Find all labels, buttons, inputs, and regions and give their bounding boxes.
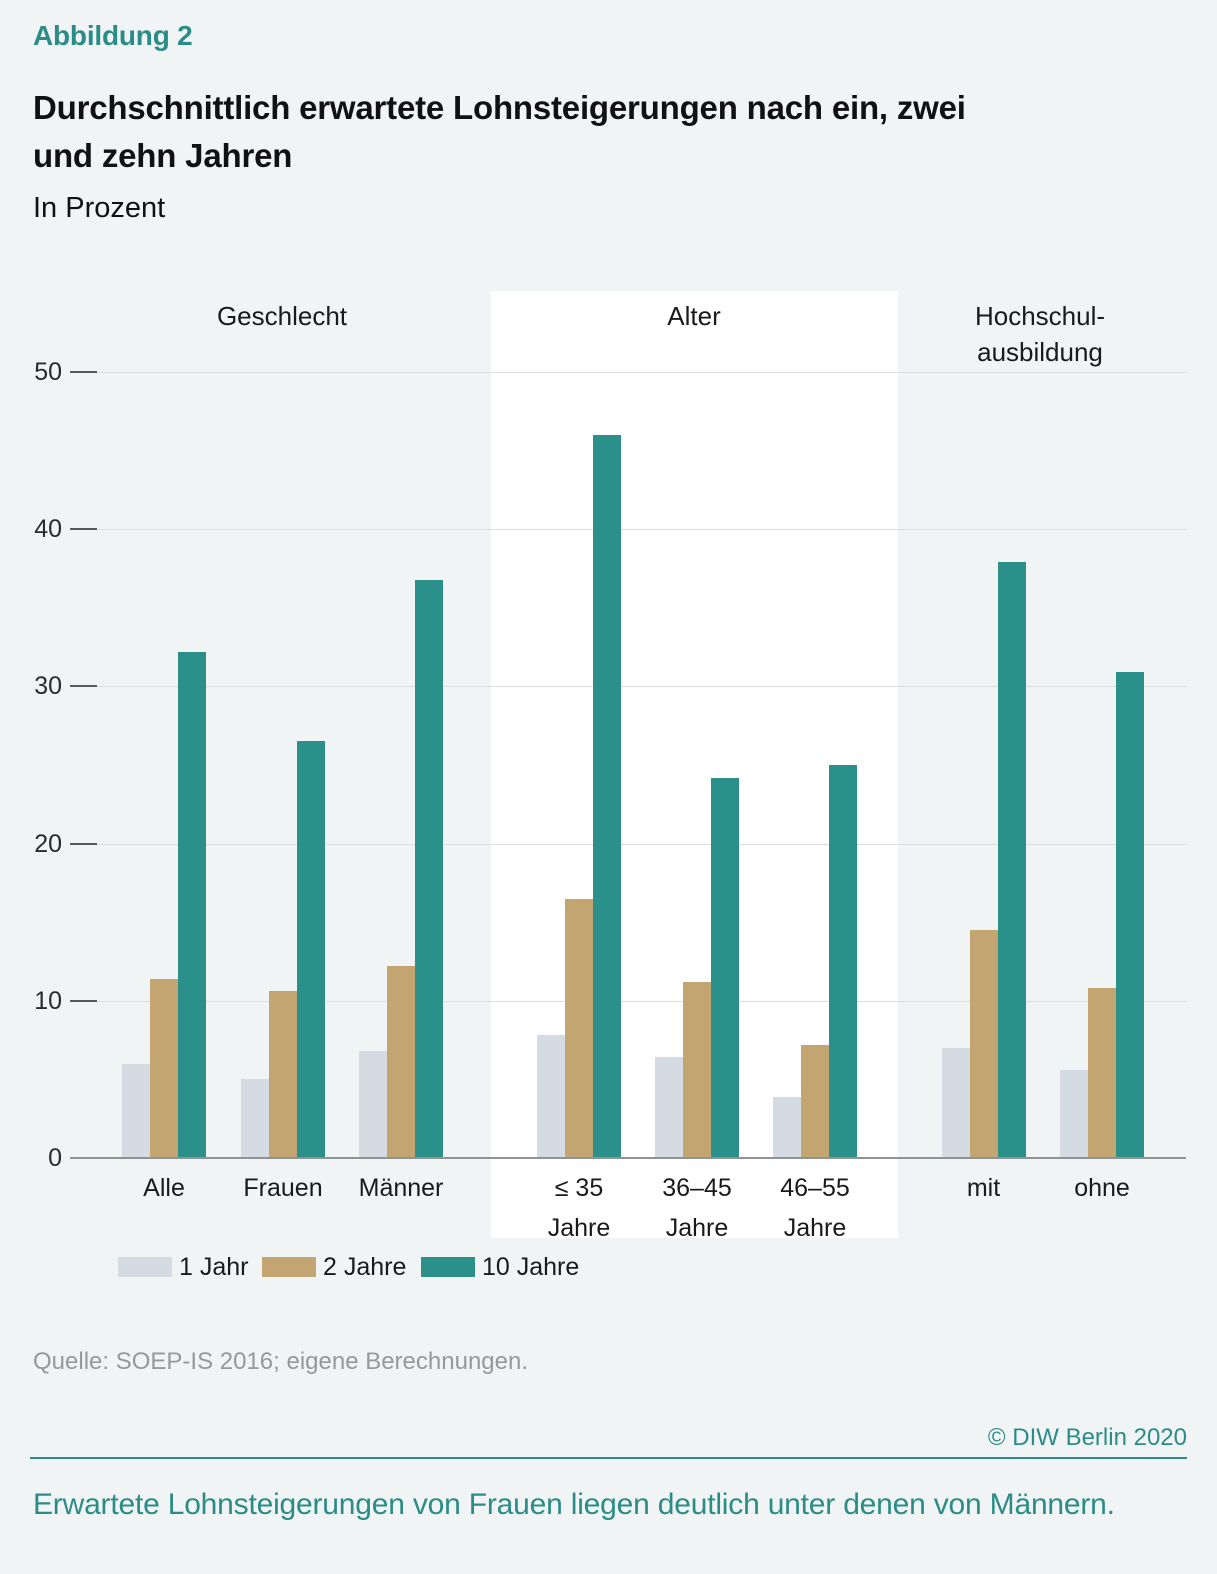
bar-frauen-1-jahr: [241, 1079, 269, 1158]
bar-36-45-jahre-1-jahr: [655, 1057, 683, 1158]
legend-item-2-jahre: 2 Jahre: [262, 1252, 407, 1281]
category-label-alle: Alle: [143, 1174, 185, 1202]
y-tick-label: 30: [34, 672, 62, 700]
legend-swatch-2-jahre: [262, 1257, 316, 1277]
bar-46-55-jahre-1-jahr: [773, 1096, 801, 1158]
source-note: Quelle: SOEP-IS 2016; eigene Berechnunge…: [33, 1348, 528, 1375]
y-tick-label: 20: [34, 830, 62, 858]
group-header-geschlecht: Geschlecht: [216, 301, 348, 331]
page-subtitle: In Prozent: [33, 192, 166, 224]
legend-label-1-jahr: 1 Jahr: [179, 1252, 249, 1281]
bar-35-jahre-2-jahre: [565, 898, 593, 1158]
page-title-line-2: und zehn Jahren: [33, 137, 293, 174]
bar-männer-10-jahre: [415, 579, 443, 1158]
y-tick-dash: [70, 371, 97, 373]
group-header-hochschul-ausbildung: Hochschul- ausbildung: [974, 301, 1106, 367]
category-label-36-45-jahre: 36–45 Jahre: [662, 1174, 732, 1242]
y-gridline: [70, 1001, 1186, 1002]
x-axis-baseline: [70, 1157, 1186, 1159]
legend-swatch-1-jahr: [118, 1257, 172, 1277]
y-gridline: [70, 372, 1186, 373]
bar-männer-1-jahr: [359, 1051, 387, 1158]
y-tick-label: 50: [34, 358, 62, 386]
category-label-46-55-jahre: 46–55 Jahre: [780, 1174, 850, 1242]
divider-rule: [30, 1457, 1187, 1459]
bar-alle-1-jahr: [122, 1063, 150, 1158]
y-tick-label: 10: [34, 987, 62, 1015]
y-tick-dash: [70, 685, 97, 687]
y-tick-dash: [70, 1000, 97, 1002]
category-label-ohne: ohne: [1074, 1174, 1130, 1202]
bar-36-45-jahre-10-jahre: [711, 777, 739, 1158]
group-header-alter: Alter: [667, 301, 721, 331]
bar-46-55-jahre-2-jahre: [801, 1044, 829, 1158]
bar-alle-10-jahre: [178, 651, 206, 1158]
key-finding: Erwartete Lohnsteigerungen von Frauen li…: [33, 1488, 1115, 1521]
category-label-mit: mit: [966, 1174, 1001, 1202]
bar-mit-2-jahre: [969, 930, 998, 1158]
bar-frauen-10-jahre: [297, 741, 325, 1158]
bar-mit-1-jahr: [941, 1047, 970, 1158]
y-tick-label: 40: [34, 515, 62, 543]
legend-item-1-jahr: 1 Jahr: [118, 1252, 249, 1281]
category-label-35-jahre: ≤ 35 Jahre: [547, 1174, 611, 1242]
y-tick-label: 0: [48, 1144, 62, 1172]
bar-frauen-2-jahre: [269, 991, 297, 1158]
category-label-frauen: Frauen: [243, 1174, 323, 1202]
copyright-note: © DIW Berlin 2020: [987, 1424, 1187, 1451]
legend-swatch-10-jahre: [421, 1257, 475, 1277]
y-tick-dash: [70, 528, 97, 530]
bar-mit-10-jahre: [997, 562, 1026, 1158]
legend-label-2-jahre: 2 Jahre: [323, 1252, 407, 1281]
bar-36-45-jahre-2-jahre: [683, 981, 711, 1158]
bar-46-55-jahre-10-jahre: [829, 765, 857, 1158]
bar-ohne-10-jahre: [1116, 672, 1144, 1158]
category-label-männer: Männer: [358, 1174, 444, 1202]
bar-35-jahre-10-jahre: [593, 434, 621, 1158]
y-tick-dash: [70, 843, 97, 845]
y-gridline: [70, 529, 1186, 530]
bar-männer-2-jahre: [387, 966, 415, 1158]
y-gridline: [70, 686, 1186, 687]
page-title-line-1: Durchschnittlich erwartete Lohnsteigerun…: [33, 89, 966, 126]
bar-alle-2-jahre: [150, 978, 178, 1158]
y-gridline: [70, 844, 1186, 845]
bar-ohne-2-jahre: [1088, 988, 1116, 1158]
bar-35-jahre-1-jahr: [537, 1035, 565, 1158]
figure-label: Abbildung 2: [33, 20, 193, 51]
legend-item-10-jahre: 10 Jahre: [421, 1252, 580, 1281]
bar-ohne-1-jahr: [1060, 1069, 1088, 1158]
page-title: Durchschnittlich erwartete Lohnsteigerun…: [33, 84, 966, 180]
legend-label-10-jahre: 10 Jahre: [482, 1252, 580, 1281]
